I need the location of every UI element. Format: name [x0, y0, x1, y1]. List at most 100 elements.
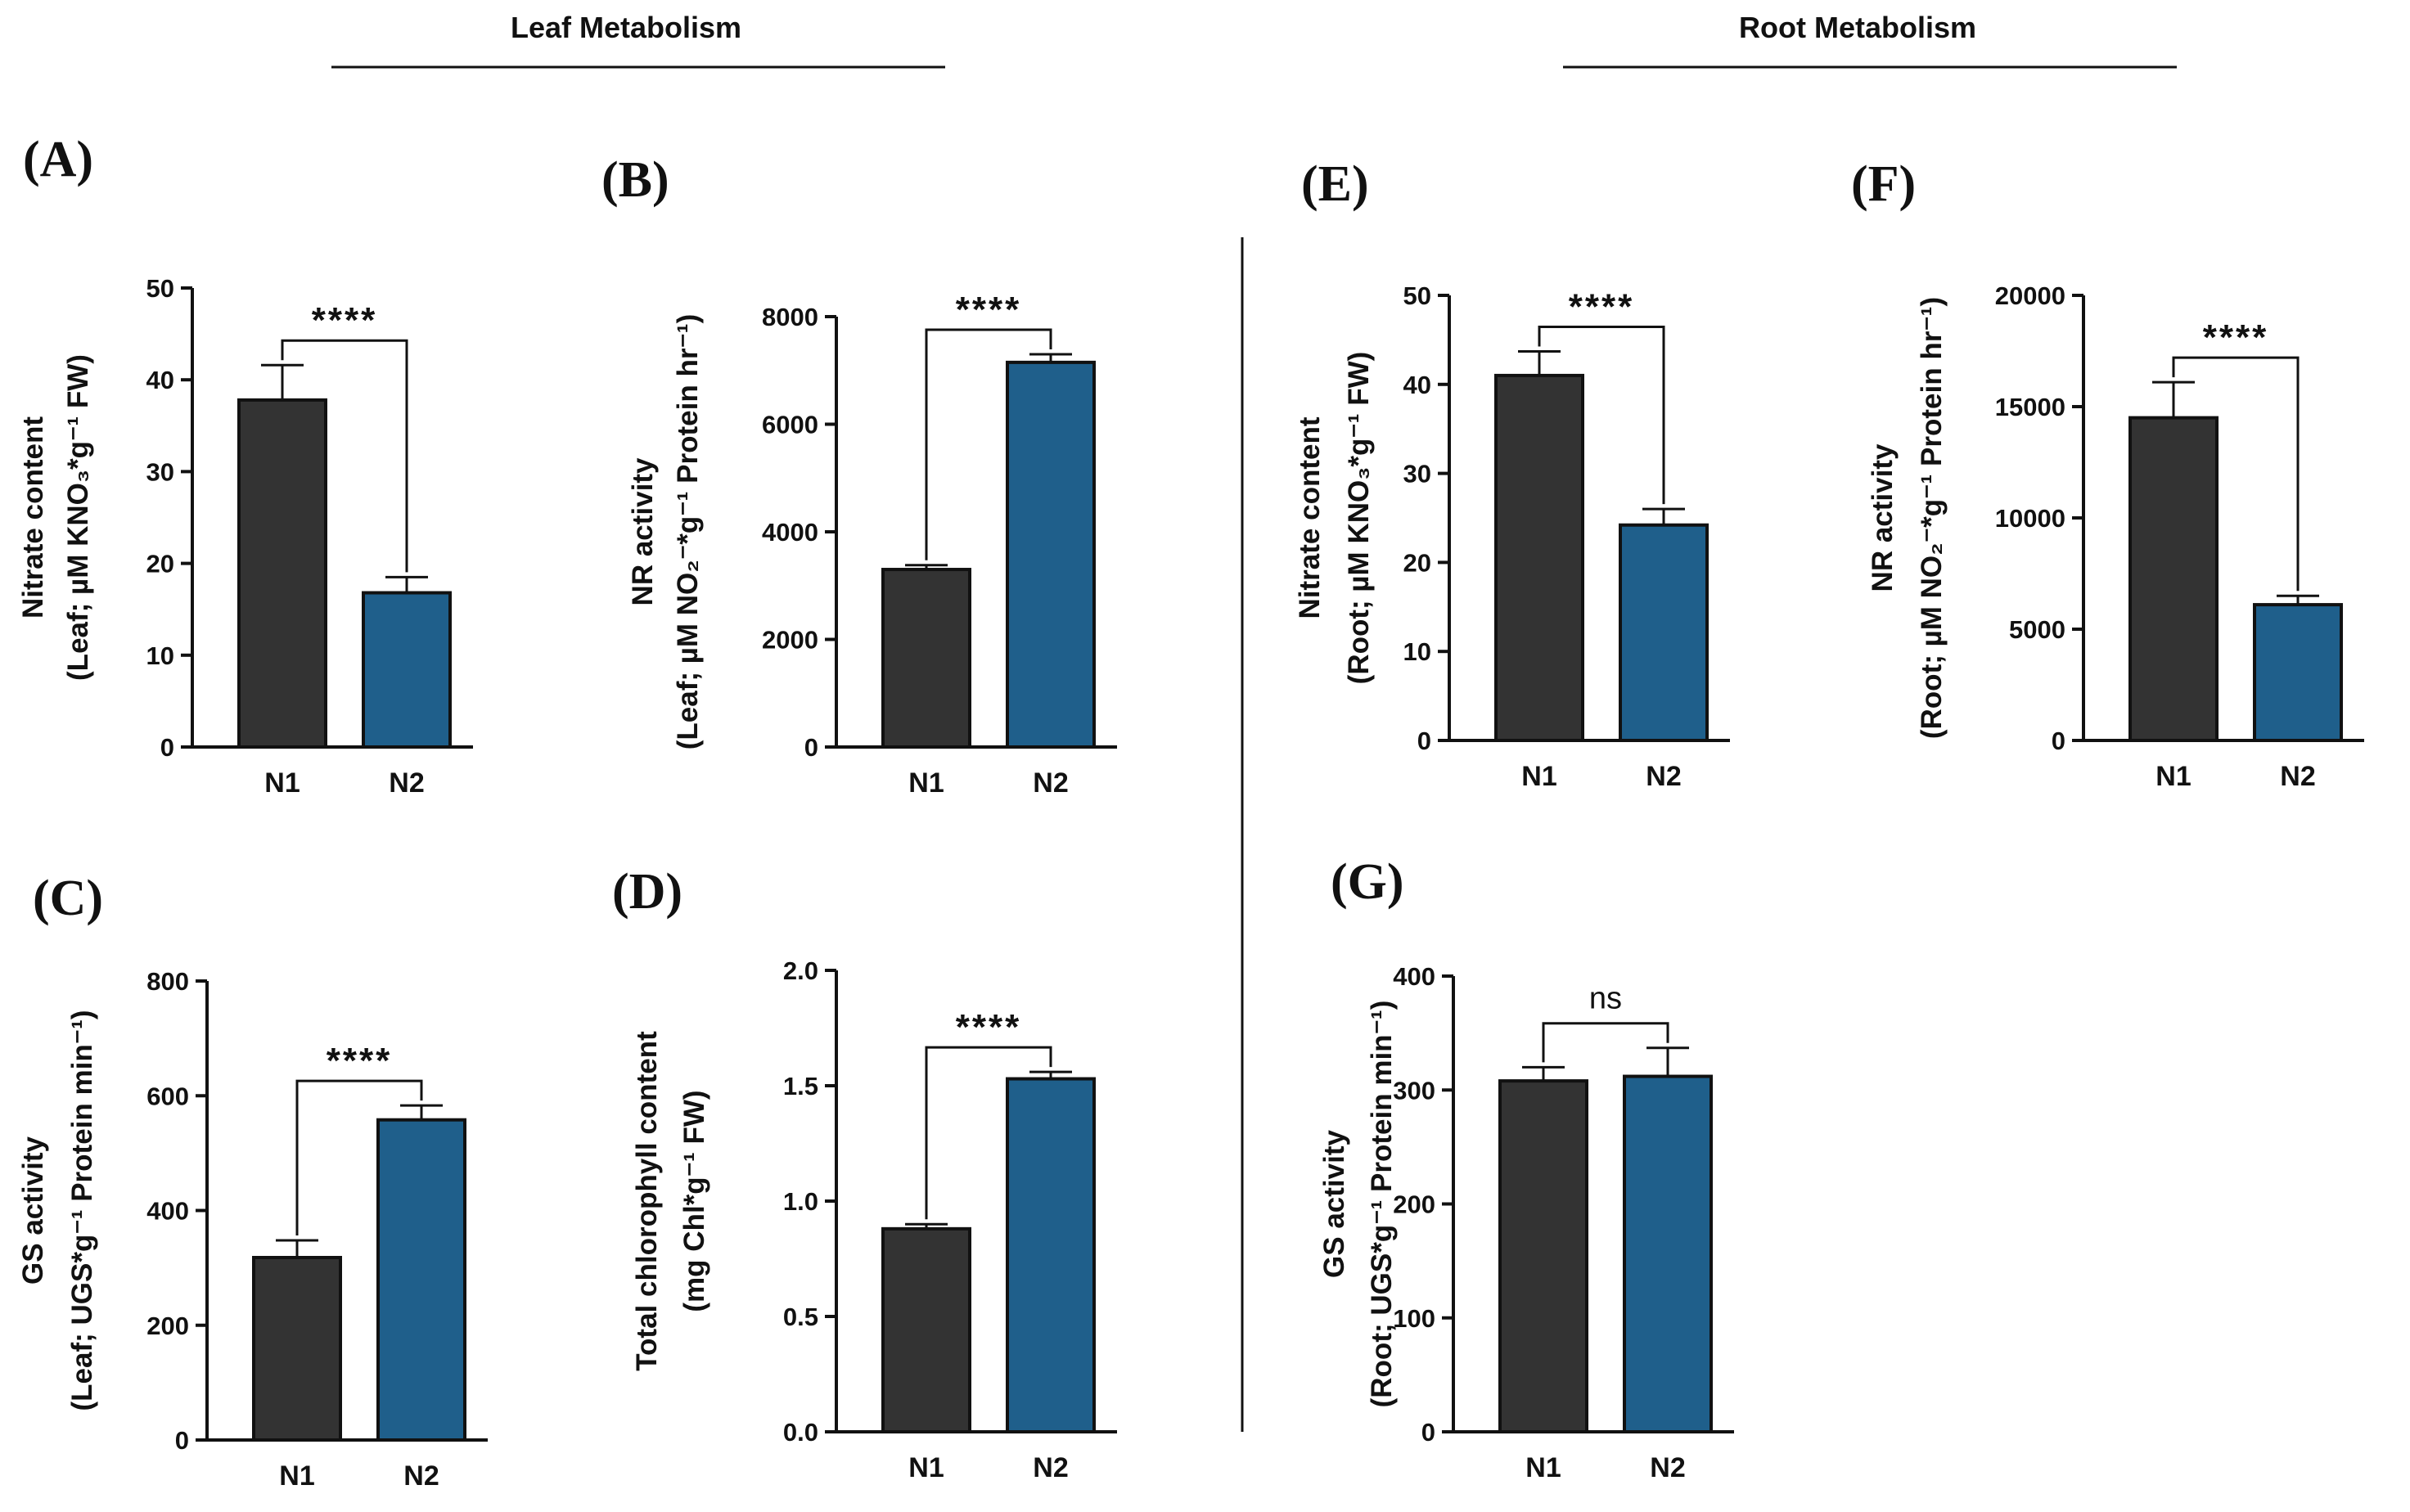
x-category-label: N1	[908, 1452, 944, 1483]
y-axis-label-line: Nitrate content	[17, 416, 49, 619]
y-axis-label-line: (Root; µM KNO₃*g⁻¹ FW)	[1343, 352, 1375, 685]
y-tick-label: 0.0	[783, 1418, 818, 1447]
y-tick-label: 20	[146, 550, 174, 578]
y-tick-label: 40	[1403, 371, 1431, 399]
panel-c: (C) 0 200 400 600 800 N1 N2 **** GS activity (Leaf…	[17, 871, 488, 1492]
y-axis-label-line: NR activity	[627, 457, 659, 605]
y-tick-label: 1.5	[783, 1072, 818, 1100]
section-title-leaf: Leaf Metabolism	[511, 11, 741, 44]
bar-n2	[1619, 523, 1709, 742]
panel-g: (G) 0 100 200 300 400 N1 N2 ns GS activity (Root; …	[1318, 854, 1734, 1483]
panel-d: (D) 0.0 0.5 1.0 1.5 2.0 N1 N2 **** Total chloroph…	[612, 864, 1117, 1483]
bar-n2	[362, 591, 452, 749]
y-tick-label: 15000	[1995, 393, 2065, 421]
x-category-label: N2	[2280, 761, 2315, 792]
panel-letter: (D)	[612, 864, 682, 920]
y-tick-label: 40	[146, 366, 174, 394]
y-tick-label: 10000	[1995, 504, 2065, 533]
y-axis-label-line: Nitrate content	[1294, 416, 1326, 619]
bar-n2	[1623, 1074, 1713, 1434]
y-axis-label-line: (Root; µM NO₂⁻*g⁻¹ Protein hr⁻¹)	[1916, 297, 1948, 739]
y-tick-label: 10	[1403, 637, 1431, 666]
y-tick-label: 0.5	[783, 1303, 818, 1331]
significance-label: ****	[1569, 287, 1635, 327]
bar-n1	[881, 1226, 971, 1433]
panel-e: (E) 0 10 20 30 40 50 N1 N2 **** Nitrate content (Ro…	[1294, 156, 1730, 792]
y-tick-label: 0	[175, 1426, 189, 1455]
y-tick-label: 400	[146, 1197, 189, 1226]
y-tick-label: 1.0	[783, 1187, 818, 1216]
significance-label: ****	[327, 1041, 393, 1081]
y-tick-label: 300	[1393, 1076, 1435, 1105]
y-tick-label: 0	[804, 733, 818, 762]
significance-bracket	[281, 339, 408, 573]
significance-label: ns	[1589, 982, 1622, 1016]
bar-n2	[1006, 360, 1096, 749]
y-tick-label: 0	[2052, 727, 2065, 755]
y-tick-label: 400	[1393, 962, 1435, 991]
x-category-label: N2	[1646, 761, 1681, 792]
x-category-label: N2	[1033, 1452, 1068, 1483]
y-tick-label: 0	[160, 733, 174, 762]
y-tick-label: 5000	[2009, 615, 2065, 644]
x-category-label: N1	[1521, 761, 1556, 792]
panel-letter: (E)	[1301, 156, 1369, 212]
panel-f: (F) 0 5000 10000 15000 20000 N1 N2 **** NR activi…	[1851, 156, 2364, 792]
panel-letter: (B)	[601, 152, 669, 208]
y-axis-label-line: NR activity	[1867, 443, 1899, 592]
y-axis-label-line: GS activity	[17, 1136, 49, 1285]
bar-n1	[1498, 1079, 1588, 1433]
y-tick-label: 0	[1417, 727, 1431, 755]
panel-b: (B) 0 2000 4000 6000 8000 N1 N2 **** NR activity (…	[601, 152, 1117, 799]
bar-n1	[1494, 373, 1584, 742]
bar-n2	[376, 1118, 466, 1442]
y-tick-label: 200	[146, 1312, 189, 1340]
significance-bracket	[925, 1046, 1052, 1220]
bar-n1	[2128, 416, 2219, 742]
y-tick-label: 6000	[762, 411, 818, 439]
x-category-label: N1	[264, 767, 300, 799]
significance-label: ****	[956, 290, 1022, 330]
y-axis-label-line: (mg Chl*g⁻¹ FW)	[678, 1090, 710, 1312]
significance-bracket	[1542, 1022, 1669, 1063]
y-tick-label: 2000	[762, 626, 818, 655]
y-tick-label: 100	[1393, 1304, 1435, 1333]
y-axis-label-line: (Root; UGS*g⁻¹ Protein min⁻¹)	[1366, 1001, 1398, 1408]
y-tick-label: 0	[1421, 1418, 1435, 1447]
bar-n1	[252, 1256, 342, 1442]
significance-bracket	[295, 1079, 423, 1235]
x-category-label: N1	[2155, 761, 2191, 792]
x-category-label: N2	[1033, 767, 1068, 799]
significance-bracket	[2172, 356, 2300, 592]
y-tick-label: 50	[146, 274, 174, 303]
x-category-label: N2	[389, 767, 424, 799]
bar-n2	[1006, 1077, 1096, 1434]
y-axis-label-line: Total chlorophyll content	[631, 1031, 663, 1371]
y-tick-label: 800	[146, 967, 189, 996]
y-tick-label: 2.0	[783, 956, 818, 985]
y-axis-label-line: (Leaf; µM NO₂⁻*g⁻¹ Protein hr⁻¹)	[672, 314, 704, 750]
x-category-label: N1	[279, 1460, 314, 1492]
significance-label: ****	[2203, 317, 2269, 358]
significance-bracket	[1538, 326, 1665, 505]
y-axis-label-line: GS activity	[1318, 1130, 1350, 1278]
section-title-root: Root Metabolism	[1739, 11, 1976, 44]
x-category-label: N1	[1525, 1452, 1561, 1483]
panels-group: (A) 0 10 20 30 40 50 N1 N2 **** Nitrate content (Le…	[17, 132, 2364, 1492]
y-tick-label: 4000	[762, 518, 818, 547]
significance-label: ****	[312, 300, 378, 340]
bar-n1	[237, 398, 327, 749]
panel-letter: (F)	[1851, 156, 1916, 212]
panel-a: (A) 0 10 20 30 40 50 N1 N2 **** Nitrate content (Le…	[17, 132, 473, 799]
x-category-label: N2	[403, 1460, 439, 1492]
y-axis-label-line: (Leaf; µM KNO₃*g⁻¹ FW)	[62, 354, 94, 681]
significance-bracket	[925, 328, 1052, 560]
panel-letter: (C)	[33, 871, 103, 926]
y-tick-label: 50	[1403, 281, 1431, 310]
y-tick-label: 20	[1403, 548, 1431, 577]
y-tick-label: 10	[146, 641, 174, 670]
bar-n2	[2253, 603, 2343, 743]
panel-letter: (G)	[1331, 854, 1404, 910]
y-tick-label: 200	[1393, 1190, 1435, 1219]
